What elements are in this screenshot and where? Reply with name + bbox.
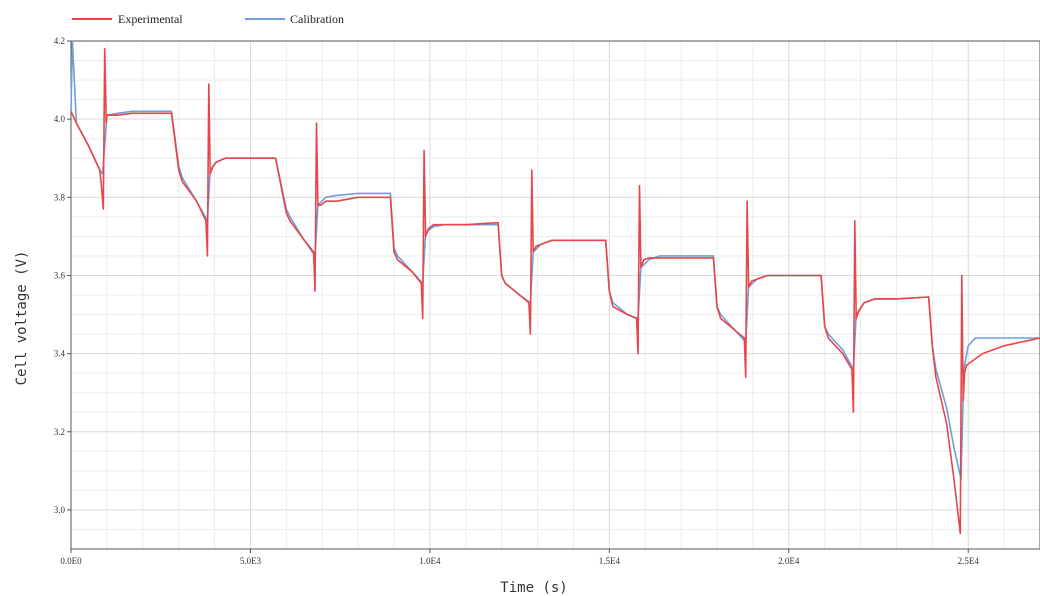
x-tick-label: 2.0E4 xyxy=(778,556,800,566)
x-tick-label: 1.5E4 xyxy=(599,556,621,566)
legend-label-experimental: Experimental xyxy=(118,12,183,26)
plot-frame xyxy=(70,40,1040,550)
x-tick-label: 2.5E4 xyxy=(958,556,980,566)
x-axis-title: Time (s) xyxy=(500,580,567,596)
series-layer xyxy=(70,40,1040,535)
grid xyxy=(70,40,1040,550)
series-line-experimental xyxy=(70,48,1040,535)
y-tick-label: 3.0 xyxy=(54,505,66,515)
x-tick-label: 5.0E3 xyxy=(240,556,262,566)
legend-label-calibration: Calibration xyxy=(290,12,344,26)
y-axis-title: Cell voltage (V) xyxy=(14,251,30,386)
legend: Experimental Calibration xyxy=(72,12,344,26)
series-line-calibration xyxy=(70,40,1040,480)
y-tick-label: 4.0 xyxy=(54,114,66,124)
y-tick-label: 4.2 xyxy=(54,36,65,46)
y-tick-label: 3.6 xyxy=(54,270,66,280)
x-tick-label: 0.0E0 xyxy=(60,556,82,566)
y-tick-label: 3.2 xyxy=(54,427,65,437)
y-tick-label: 3.4 xyxy=(54,349,66,359)
x-tick-label: 1.0E4 xyxy=(419,556,441,566)
axis-ticks: 0.0E0 5.0E3 1.0E4 1.5E4 2.0E4 2.5E4 3.0 3.2 3.4 3… xyxy=(54,36,980,566)
y-tick-label: 3.8 xyxy=(54,192,66,202)
